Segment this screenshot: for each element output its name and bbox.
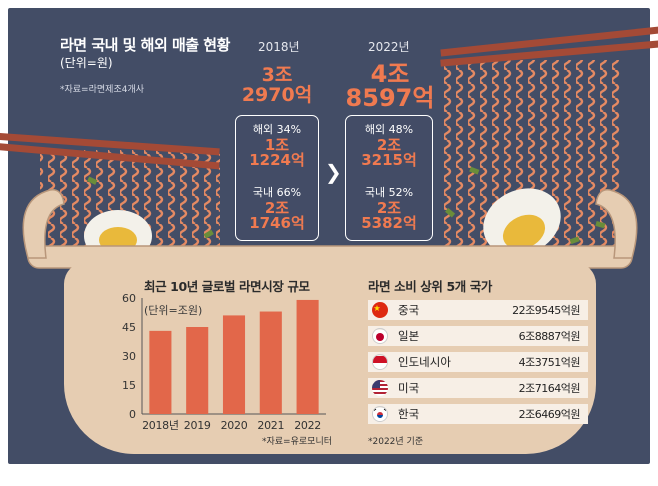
country-value: 22조9545억원	[512, 304, 580, 317]
chart-unit: (단위=조원)	[144, 304, 203, 317]
list-item-china: 중국 22조9545억원	[368, 300, 588, 320]
country-name: 중국	[398, 303, 420, 317]
right-egg-icon	[483, 188, 561, 256]
country-name: 한국	[398, 407, 420, 421]
year-2018-domestic-trillion: 2조	[264, 199, 290, 217]
right-chopstick-2	[440, 40, 658, 67]
bar-chart: 0 15 30 45 60 2018년 2019 2020 2021 2022	[122, 292, 326, 432]
y-tick-label: 30	[122, 350, 136, 363]
left-chopstick	[0, 132, 220, 156]
bar-2022	[296, 299, 319, 414]
year-2022-total-billion: 8597억	[345, 84, 435, 112]
korea-flag-icon	[372, 406, 388, 422]
chart-source: *자료=유로모니터	[262, 437, 333, 447]
country-value: 4조3751억원	[518, 356, 581, 369]
year-2018-domestic-label: 국내 66%	[252, 186, 302, 199]
year-2022-total-trillion: 4조	[370, 60, 410, 88]
y-tick-label: 60	[122, 292, 136, 305]
year-2022-domestic-billion: 5382억	[361, 214, 417, 232]
ranking-note: *2022년 기준	[368, 437, 424, 447]
year-2022-overseas-billion: 3215억	[361, 151, 417, 169]
x-tick-label: 2019	[184, 419, 211, 432]
x-tick-label: 2022	[294, 419, 321, 432]
year-2018-domestic-billion: 1746억	[249, 214, 305, 232]
country-name: 일본	[398, 329, 420, 343]
year-2022-domestic-trillion: 2조	[376, 199, 402, 217]
year-2018-label: 2018년	[258, 40, 300, 54]
x-tick-label: 2020	[221, 419, 248, 432]
x-tick-label: 2018년	[142, 419, 179, 432]
year-2022-label: 2022년	[368, 40, 410, 54]
infographic-source: *자료=라면제조4개사	[60, 85, 145, 95]
right-pot-handle	[595, 189, 638, 259]
green-onions	[87, 166, 606, 245]
left-pot-handle	[22, 189, 65, 259]
country-value: 2조6469억원	[518, 408, 581, 421]
japan-flag-icon	[372, 328, 388, 344]
y-tick-label: 45	[122, 321, 136, 334]
list-item-indonesia: 인도네시아 4조3751억원	[368, 352, 588, 372]
year-2022-overseas-label: 해외 48%	[364, 123, 414, 136]
ranking-title: 라면 소비 상위 5개 국가	[368, 279, 493, 294]
chevron-right-icon: ❯	[325, 160, 342, 184]
year-2018-overseas-label: 해외 34%	[252, 123, 302, 136]
year-2022-domestic-label: 국내 52%	[364, 186, 414, 199]
infographic-unit: (단위=원)	[60, 56, 113, 70]
y-tick-label: 15	[122, 379, 136, 392]
year-2018-overseas-billion: 1224억	[249, 151, 305, 169]
chart-title: 최근 10년 글로벌 라면시장 규모	[144, 279, 310, 294]
y-tick-label: 0	[129, 408, 136, 421]
country-name: 인도네시아	[398, 355, 451, 369]
bar-2018년	[149, 330, 172, 414]
x-tick-label: 2021	[257, 419, 284, 432]
year-2022-overseas-trillion: 2조	[376, 136, 402, 154]
country-value: 2조7164억원	[518, 382, 581, 395]
left-chopstick-2	[0, 142, 220, 170]
year-2018-overseas-trillion: 1조	[264, 136, 290, 154]
list-item-korea: 한국 2조6469억원	[368, 404, 588, 424]
bar-2020	[222, 315, 246, 414]
china-flag-icon	[372, 302, 388, 318]
bar-2019	[186, 327, 209, 414]
usa-flag-icon	[372, 380, 388, 396]
country-value: 6조8887억원	[518, 330, 581, 343]
infographic-title: 라면 국내 및 해외 매출 현황	[60, 36, 230, 54]
bar-2021	[259, 311, 282, 414]
indonesia-flag-icon	[372, 354, 388, 370]
year-2018-total-billion: 2970억	[241, 84, 313, 106]
list-item-usa: 미국 2조7164억원	[368, 378, 588, 398]
year-2018-total-trillion: 3조	[261, 64, 293, 86]
year-2022-breakdown-box	[345, 115, 433, 241]
list-item-japan: 일본 6조8887억원	[368, 326, 588, 346]
right-chopstick	[440, 26, 658, 57]
country-name: 미국	[398, 381, 420, 395]
year-2018-breakdown-box	[235, 115, 319, 241]
